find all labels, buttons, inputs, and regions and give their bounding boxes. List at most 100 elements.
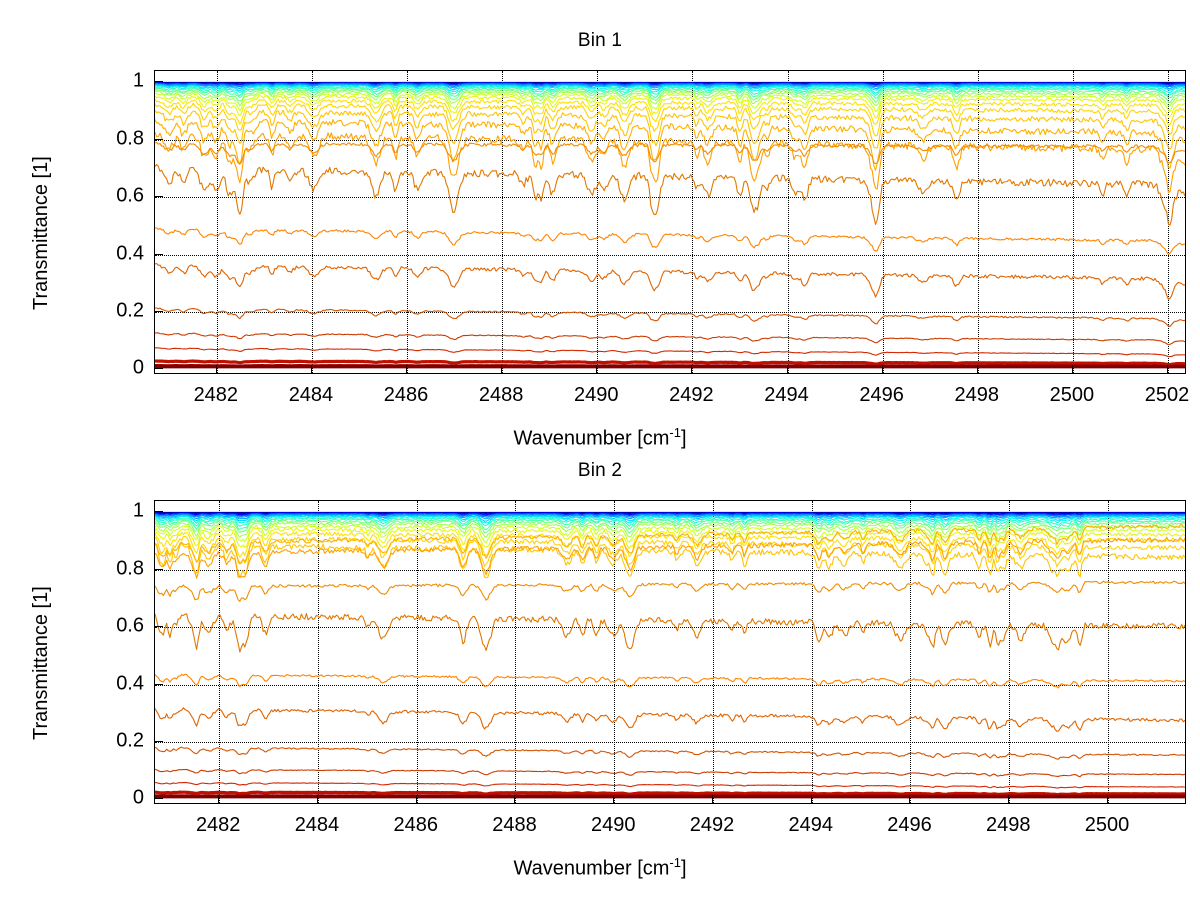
y-tick-mark — [154, 568, 163, 570]
x-tick-mark — [976, 365, 978, 374]
x-tick-label: 2492 — [689, 814, 735, 836]
spectrum-line — [155, 522, 1185, 537]
x-tick-label: 2486 — [383, 384, 429, 406]
spectrum-line — [155, 536, 1185, 566]
x-tick-mark — [786, 365, 788, 374]
spectrum-line — [155, 674, 1185, 688]
x-tick-mark — [1166, 365, 1168, 374]
y-tick-mark — [154, 310, 163, 312]
y-axis-label-bin-1: Transmittance [1] — [30, 156, 52, 310]
x-tick-mark — [1106, 795, 1108, 804]
x-tick-mark — [501, 365, 503, 374]
y-tick-mark — [154, 81, 163, 83]
spectrum-line — [155, 525, 1185, 543]
y-tick-label: 0.2 — [116, 299, 144, 322]
y-tick-label: 0.4 — [116, 242, 144, 265]
x-tick-label: 2498 — [985, 814, 1031, 836]
y-tick-mark — [154, 798, 163, 800]
x-axis-label-tail: ] — [680, 427, 687, 450]
spectrum-line — [155, 228, 1185, 254]
spectrum-line — [155, 769, 1185, 776]
x-tick-mark — [691, 365, 693, 374]
x-tick-mark — [415, 795, 417, 804]
spectrum-line — [155, 86, 1185, 94]
y-tick-label: 0.4 — [116, 672, 144, 695]
spectrum-line — [155, 348, 1185, 357]
x-axis-label-text: Wavenumber [cm — [513, 427, 670, 450]
spectrum-line — [155, 110, 1185, 149]
x-tick-label: 2494 — [764, 384, 809, 406]
x-tick-label: 2482 — [195, 814, 241, 836]
spectrum-line — [155, 513, 1185, 515]
x-tick-mark — [613, 795, 615, 804]
x-tick-label: 2484 — [288, 384, 334, 406]
spectrum-line — [155, 103, 1185, 136]
panel-title-bin-1: Bin 1 — [577, 30, 623, 51]
x-axis-label-text: Wavenumber [cm — [513, 857, 670, 880]
spectra-curves-bin-1 — [155, 71, 1185, 373]
x-tick-mark — [316, 795, 318, 804]
plot-area-bin-2 — [154, 500, 1186, 804]
x-tick-label: 2490 — [590, 814, 636, 836]
spectrum-line — [155, 85, 1185, 90]
x-tick-label: 2482 — [193, 384, 239, 406]
spectrum-line — [155, 537, 1185, 578]
y-tick-mark — [154, 683, 163, 685]
spectrum-line — [155, 515, 1185, 519]
x-tick-label: 2500 — [1049, 384, 1095, 406]
x-tick-mark — [596, 365, 598, 374]
y-tick-label: 0 — [132, 356, 144, 379]
x-axis-label-bin-1: Wavenumber [cm-1] — [0, 425, 1200, 451]
x-tick-label: 2486 — [393, 814, 438, 836]
x-tick-label: 2488 — [478, 384, 524, 406]
spectrum-line — [155, 142, 1185, 164]
plot-area-bin-1 — [154, 70, 1186, 374]
x-tick-mark — [810, 795, 812, 804]
spectrum-line — [155, 792, 1185, 794]
y-tick-label: 0.6 — [116, 614, 144, 637]
x-tick-label: 2488 — [492, 814, 537, 836]
spectrum-line — [155, 333, 1185, 345]
x-tick-label: 2502 — [1144, 384, 1190, 406]
spectrum-line — [155, 88, 1185, 99]
x-tick-label: 2490 — [574, 384, 619, 406]
spectrum-line — [155, 782, 1185, 788]
spectrum-line — [155, 543, 1185, 578]
spectrum-line — [155, 263, 1185, 299]
x-tick-label: 2494 — [788, 814, 833, 836]
spectrum-line — [155, 84, 1185, 88]
y-tick-label: 0 — [132, 786, 144, 809]
x-tick-mark — [406, 365, 408, 374]
spectrum-line — [155, 519, 1185, 530]
spectrum-line — [155, 614, 1185, 652]
spectrum-line — [155, 87, 1185, 96]
y-tick-label: 1 — [132, 499, 144, 522]
y-tick-label: 0.2 — [116, 729, 144, 752]
y-tick-mark — [154, 138, 163, 140]
panel-bin-1: Bin 1 1 0.8 0.6 0.4 0.2 0 2482 2484 2486 2488 249… — [0, 30, 1200, 451]
x-tick-mark — [1071, 365, 1073, 374]
spectrum-line — [155, 521, 1185, 533]
x-tick-mark — [909, 795, 911, 804]
spectra-curves-bin-2 — [155, 501, 1185, 803]
x-tick-label: 2496 — [887, 814, 932, 836]
spectrum-line — [155, 119, 1185, 170]
x-tick-label: 2500 — [1084, 814, 1130, 836]
panel-bin-2: Bin 2 1 0.8 0.6 0.4 0.2 0 2482 2484 2486 2488 249… — [0, 430, 1200, 901]
x-tick-label: 2492 — [669, 384, 714, 406]
y-tick-label: 0.6 — [116, 184, 144, 207]
y-axis-label-bin-2: Transmittance [1] — [30, 586, 52, 740]
spectrum-line — [155, 524, 1185, 564]
spectrum-line — [155, 708, 1185, 732]
spectrum-line — [155, 747, 1185, 759]
y-tick-mark — [154, 253, 163, 255]
y-tick-label: 0.8 — [116, 557, 144, 580]
spectrum-line — [155, 89, 1185, 102]
spectrum-line — [155, 528, 1185, 548]
spectrum-line — [155, 93, 1185, 112]
spectrum-line — [155, 164, 1185, 225]
x-tick-mark — [215, 365, 217, 374]
x-tick-label: 2484 — [294, 814, 340, 836]
x-tick-label: 2498 — [954, 384, 999, 406]
